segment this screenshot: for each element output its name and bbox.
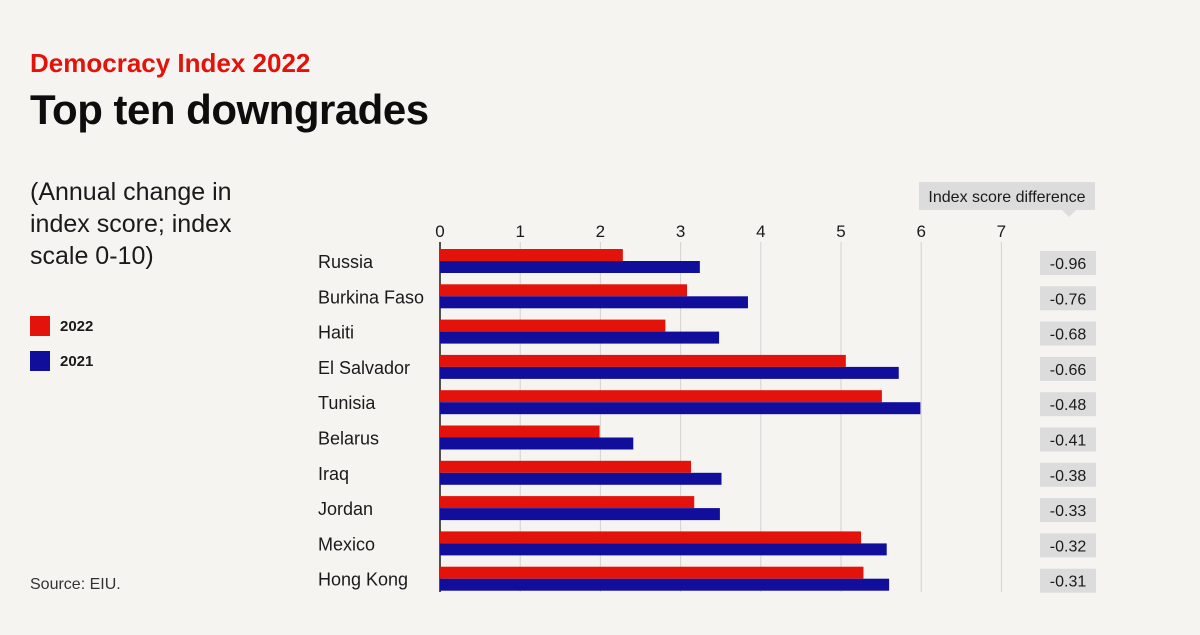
difference-box (1040, 321, 1096, 346)
difference-value: -0.38 (1050, 468, 1087, 485)
difference-box (1040, 356, 1096, 381)
difference-box (1040, 286, 1096, 311)
bar-2022 (440, 496, 695, 509)
difference-header-pointer (1062, 210, 1076, 217)
difference-column: Index score difference -0.96 -0.76 -0.68 -0… (919, 182, 1096, 593)
difference-box (1040, 462, 1096, 487)
difference-value: -0.68 (1050, 327, 1087, 344)
bar-2021 (440, 331, 720, 344)
category-label: Iraq (318, 464, 349, 484)
difference-value: -0.32 (1050, 538, 1087, 555)
difference-header: Index score difference (928, 189, 1085, 206)
x-tick-label: 5 (836, 222, 845, 241)
legend-item-2021: 2021 (30, 349, 93, 373)
bar-2022 (440, 249, 623, 261)
x-tick-label: 7 (997, 222, 1006, 241)
category-label: Russia (318, 252, 374, 272)
category-label: Burkina Faso (318, 287, 424, 307)
difference-box (1040, 533, 1096, 558)
legend-label-2022: 2022 (60, 317, 94, 335)
source-note: Source: EIU. (30, 576, 121, 593)
bar-2022 (440, 566, 864, 579)
x-tick-label: 1 (515, 222, 524, 241)
category-label: El Salvador (318, 358, 410, 378)
bar-2021 (440, 296, 748, 309)
legend-label-2021: 2021 (60, 352, 94, 370)
difference-box (1040, 568, 1096, 593)
category-label: Tunisia (318, 393, 376, 413)
bar-2022 (440, 354, 846, 367)
bar-2022 (440, 425, 600, 438)
bar-2021 (440, 578, 890, 591)
difference-value: -0.96 (1050, 256, 1087, 273)
bar-2022 (440, 460, 692, 473)
bar-2021 (440, 366, 899, 379)
legend-swatch-2022 (30, 316, 50, 336)
difference-header-box (919, 182, 1095, 210)
category-label: Haiti (318, 323, 354, 343)
category-label: Mexico (318, 534, 375, 554)
bar-2021 (440, 437, 634, 450)
category-labels: Russia Burkina Faso Haiti El Salvador Tunisi… (318, 252, 424, 590)
bar-2022 (440, 319, 666, 332)
legend: 2022 2021 (30, 314, 93, 384)
category-label: Hong Kong (318, 570, 408, 590)
x-tick-label: 6 (916, 222, 925, 241)
bar-2022 (440, 531, 862, 544)
x-tick-label: 2 (596, 222, 605, 241)
category-label: Belarus (318, 429, 379, 449)
difference-box (1040, 427, 1096, 452)
difference-box (1040, 392, 1096, 417)
bar-2022 (440, 390, 882, 403)
super-title: Democracy Index 2022 (30, 48, 311, 78)
x-axis-ticks: 0 1 2 3 4 5 6 7 (435, 222, 1006, 241)
bars (440, 249, 921, 591)
bar-2021 (440, 508, 720, 521)
category-label: Jordan (318, 499, 373, 519)
legend-item-2022: 2022 (30, 314, 93, 338)
chart-subtitle: (Annual change in index score; index sca… (30, 178, 232, 270)
page-title: Top ten downgrades (30, 86, 429, 133)
difference-box (1040, 498, 1096, 523)
difference-value: -0.76 (1050, 291, 1087, 308)
difference-value: -0.33 (1050, 503, 1087, 520)
x-tick-label: 4 (756, 222, 765, 241)
bar-2021 (440, 472, 722, 485)
difference-value: -0.66 (1050, 362, 1087, 379)
bar-2022 (440, 284, 688, 297)
bar-2021 (440, 402, 921, 415)
x-tick-label: 3 (676, 222, 685, 241)
x-tick-label: 0 (435, 222, 444, 241)
bar-2021 (440, 261, 700, 273)
difference-value: -0.41 (1050, 433, 1087, 450)
difference-value: -0.31 (1050, 574, 1087, 591)
difference-value: -0.48 (1050, 397, 1087, 414)
bar-2021 (440, 543, 887, 556)
difference-box (1040, 251, 1096, 275)
legend-swatch-2021 (30, 351, 50, 371)
